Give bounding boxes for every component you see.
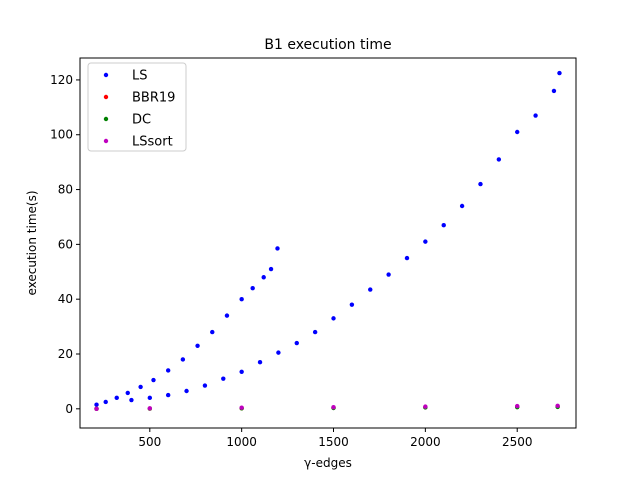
point-ls-30 <box>386 272 391 277</box>
legend-label-lssort: LSsort <box>132 135 173 150</box>
legend-label-ls: LS <box>132 69 148 84</box>
point-ls-39 <box>551 88 557 94</box>
point-ls-11 <box>239 296 244 302</box>
legend-marker-dc <box>103 116 109 122</box>
x-tick-label-0: 500 <box>138 435 161 449</box>
point-ls-27 <box>331 316 336 321</box>
point-ls-0 <box>94 402 99 407</box>
y-tick-label-2: 40 <box>58 292 73 306</box>
point-ls-23 <box>257 360 263 365</box>
point-lssort-6 <box>555 403 560 408</box>
point-ls-7 <box>180 357 186 362</box>
point-ls-17 <box>147 395 153 401</box>
point-ls-18 <box>165 392 171 398</box>
point-ls-13 <box>261 275 266 280</box>
series-ls <box>94 70 562 407</box>
point-ls-25 <box>294 340 299 346</box>
point-ls-19 <box>184 388 189 394</box>
point-ls-24 <box>276 350 281 355</box>
y-tick-label-5: 100 <box>50 128 73 142</box>
legend: LS BBR19 DC LSsort <box>87 62 187 152</box>
point-lssort-5 <box>515 403 520 409</box>
point-ls-31 <box>404 255 410 261</box>
x-tick-label-1: 1000 <box>226 435 257 449</box>
axes-frame <box>79 57 577 429</box>
series-lssort <box>94 403 560 412</box>
y-axis-label: execution time(s) <box>25 190 39 295</box>
point-ls-28 <box>349 302 355 307</box>
y-tick-label-3: 60 <box>58 237 73 251</box>
point-ls-22 <box>239 369 244 375</box>
legend-box <box>87 62 187 152</box>
point-ls-38 <box>533 113 538 118</box>
y-tick-label-1: 20 <box>58 347 73 361</box>
point-ls-33 <box>441 222 446 228</box>
legend-marker-ls <box>103 72 109 78</box>
legend-marker-lssort <box>103 138 109 144</box>
point-ls-12 <box>250 286 255 291</box>
y-tick-label-4: 80 <box>58 183 73 197</box>
point-ls-37 <box>515 129 520 135</box>
legend-label-bbr19: BBR19 <box>132 91 175 106</box>
y-tick-label-6: 120 <box>50 73 73 87</box>
axis-ticks: 500 1000 1500 2000 2500 0 20 40 60 80 100 120 <box>50 73 532 449</box>
point-ls-6 <box>165 368 171 373</box>
point-ls-4 <box>138 384 143 390</box>
point-ls-15 <box>275 246 280 251</box>
chart-title: B1 execution time <box>264 37 391 53</box>
legend-label-dc: DC <box>132 113 151 128</box>
point-lssort-4 <box>423 404 428 409</box>
plot-area <box>94 70 562 412</box>
point-ls-29 <box>368 287 373 292</box>
x-tick-label-4: 2500 <box>502 435 533 449</box>
point-ls-14 <box>268 266 274 272</box>
legend-marker-bbr19 <box>103 94 109 100</box>
point-lssort-3 <box>331 404 336 410</box>
point-lssort-1 <box>147 406 153 411</box>
point-ls-35 <box>478 181 483 187</box>
point-lssort-2 <box>239 405 244 410</box>
point-lssort-0 <box>94 406 99 412</box>
point-ls-34 <box>459 203 465 209</box>
point-ls-21 <box>221 376 226 381</box>
x-tick-label-2: 1500 <box>318 435 349 449</box>
point-ls-1 <box>103 399 108 405</box>
point-ls-26 <box>312 329 318 335</box>
point-ls-10 <box>224 313 230 318</box>
point-ls-36 <box>496 157 502 162</box>
point-ls-20 <box>202 383 208 388</box>
point-ls-3 <box>125 390 130 396</box>
point-ls-8 <box>195 343 200 348</box>
point-ls-5 <box>151 377 156 383</box>
x-tick-label-3: 2000 <box>410 435 441 449</box>
point-ls-9 <box>210 329 215 335</box>
x-axis-label: γ-edges <box>304 456 352 470</box>
point-ls-2 <box>114 395 119 401</box>
point-ls-40 <box>557 70 562 76</box>
point-ls-16 <box>129 397 134 403</box>
point-ls-32 <box>423 239 428 244</box>
y-tick-label-0: 0 <box>65 402 73 416</box>
